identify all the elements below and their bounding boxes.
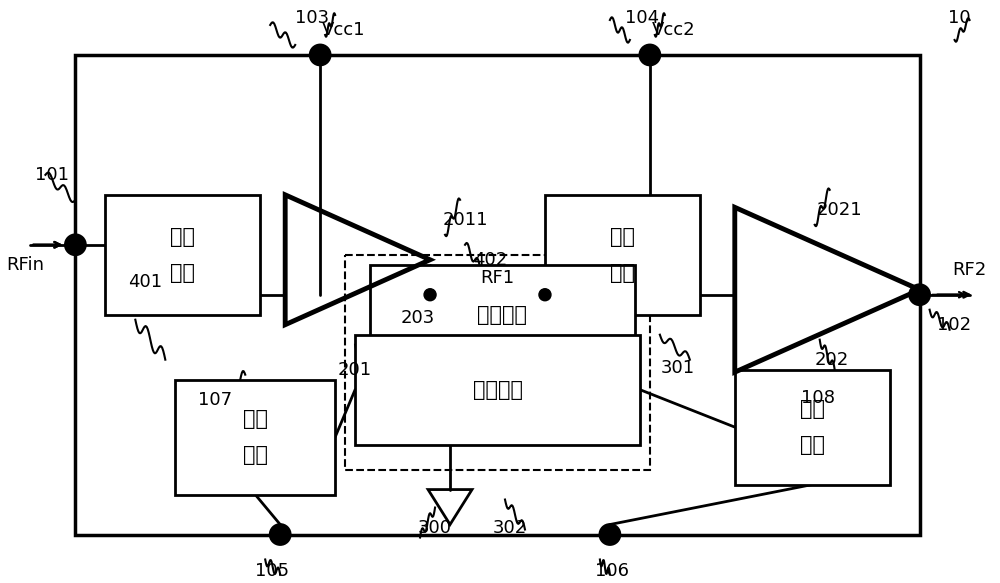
Text: 2021: 2021 bbox=[817, 201, 863, 219]
Text: 二极管部: 二极管部 bbox=[477, 305, 527, 325]
Text: 202: 202 bbox=[815, 350, 849, 368]
Text: 101: 101 bbox=[35, 166, 69, 184]
Circle shape bbox=[539, 289, 551, 301]
Text: Vcc2: Vcc2 bbox=[652, 21, 696, 39]
Text: 电路: 电路 bbox=[800, 435, 825, 455]
Text: 301: 301 bbox=[661, 359, 695, 377]
Circle shape bbox=[600, 525, 620, 545]
Bar bbox=[355, 335, 640, 445]
Text: 300: 300 bbox=[418, 518, 452, 536]
Bar bbox=[175, 380, 335, 494]
Bar bbox=[75, 55, 920, 535]
Text: 108: 108 bbox=[801, 389, 835, 406]
Bar bbox=[345, 255, 650, 469]
Text: 107: 107 bbox=[198, 391, 232, 409]
Text: 402: 402 bbox=[473, 251, 507, 269]
Text: 晶体管部: 晶体管部 bbox=[473, 380, 523, 399]
Text: 电路: 电路 bbox=[243, 445, 268, 465]
Text: 104: 104 bbox=[625, 9, 659, 27]
Bar bbox=[370, 265, 635, 365]
Text: 偏置: 偏置 bbox=[243, 409, 268, 429]
Text: 电路: 电路 bbox=[610, 263, 635, 283]
Text: 201: 201 bbox=[338, 361, 372, 379]
Text: 103: 103 bbox=[295, 9, 329, 27]
Circle shape bbox=[65, 235, 85, 255]
Text: RF1: RF1 bbox=[480, 269, 514, 287]
Circle shape bbox=[310, 45, 330, 65]
Text: 匹配: 匹配 bbox=[170, 227, 195, 247]
Text: 电路: 电路 bbox=[170, 263, 195, 283]
Circle shape bbox=[910, 285, 930, 305]
Text: 102: 102 bbox=[937, 316, 971, 333]
Text: Vcc1: Vcc1 bbox=[321, 21, 365, 39]
Text: 2011: 2011 bbox=[442, 211, 488, 229]
Text: 偏置: 偏置 bbox=[800, 399, 825, 419]
Text: 105: 105 bbox=[255, 563, 289, 581]
Circle shape bbox=[424, 289, 436, 301]
Text: 203: 203 bbox=[401, 309, 435, 326]
Text: RF2: RF2 bbox=[952, 261, 987, 279]
Circle shape bbox=[270, 525, 290, 545]
Text: 匹配: 匹配 bbox=[610, 227, 635, 247]
Bar bbox=[735, 370, 890, 484]
Text: 10: 10 bbox=[948, 9, 971, 27]
Circle shape bbox=[640, 45, 660, 65]
Text: 302: 302 bbox=[493, 518, 527, 536]
Bar bbox=[105, 195, 260, 315]
Bar bbox=[545, 195, 700, 315]
Text: 401: 401 bbox=[128, 273, 162, 291]
Text: 106: 106 bbox=[595, 563, 629, 581]
Text: RFin: RFin bbox=[6, 256, 44, 274]
